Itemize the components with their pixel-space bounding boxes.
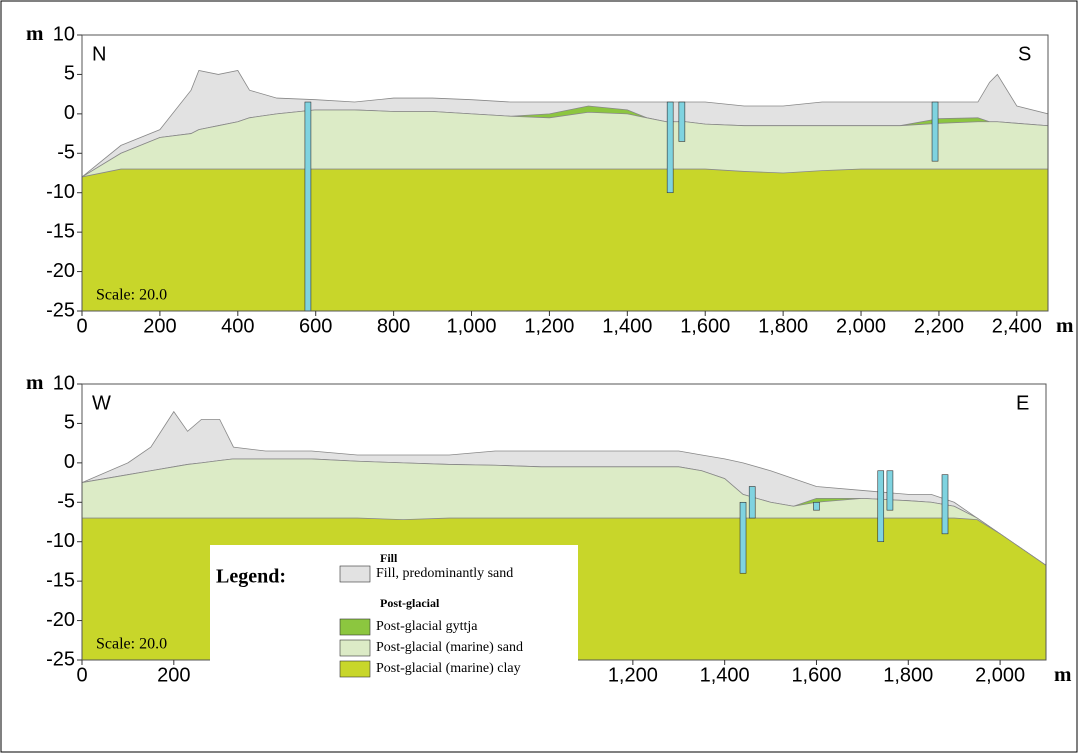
- y-tick-label: -20: [46, 260, 75, 282]
- legend-group: Fill: [380, 551, 398, 565]
- x-tick-label: 1,800: [758, 315, 808, 337]
- legend-label: Post-glacial (marine) clay: [376, 661, 521, 676]
- y-tick-label: -5: [57, 491, 75, 513]
- x-tick-label: 800: [377, 315, 410, 337]
- y-tick-label: -5: [57, 142, 75, 164]
- legend-swatch: [339, 660, 371, 678]
- x-tick-label: 1,000: [446, 315, 496, 337]
- x-tick-label: 200: [143, 315, 176, 337]
- legend-group: Post-glacial: [380, 596, 440, 610]
- borehole: [886, 470, 894, 511]
- scale-label: Scale: 20.0: [96, 287, 167, 304]
- y-tick-label: 0: [64, 451, 75, 473]
- direction-right: E: [1016, 392, 1029, 414]
- y-tick-label: 5: [64, 63, 75, 85]
- y-tick-label: 10: [53, 23, 75, 45]
- borehole: [678, 101, 686, 142]
- x-tick-label: 2,000: [975, 664, 1025, 686]
- y-tick-label: -10: [46, 530, 75, 552]
- legend-box: [210, 545, 578, 691]
- borehole: [748, 486, 756, 519]
- legend-title: Legend:: [216, 566, 286, 588]
- x-tick-label: 2,200: [914, 315, 964, 337]
- x-tick-label: 1,800: [883, 664, 933, 686]
- y-tick-label: 0: [64, 102, 75, 124]
- x-tick-label: 1,200: [608, 664, 658, 686]
- borehole: [941, 474, 949, 535]
- y-tick-label: -10: [46, 181, 75, 203]
- scale-label: Scale: 20.0: [96, 636, 167, 653]
- y-tick-label: -15: [46, 569, 75, 591]
- borehole: [931, 101, 939, 162]
- x-tick-label: 200: [157, 664, 190, 686]
- y-tick-label: -25: [46, 299, 75, 321]
- x-tick-label: 0: [76, 315, 87, 337]
- direction-right: S: [1018, 43, 1031, 65]
- borehole: [304, 101, 312, 312]
- x-tick-label: 1,200: [524, 315, 574, 337]
- y-tick-label: -25: [46, 648, 75, 670]
- legend-label: Post-glacial gyttja: [376, 619, 478, 634]
- y-unit: m: [26, 21, 44, 45]
- y-tick-label: -15: [46, 220, 75, 242]
- legend-swatch: [339, 565, 371, 583]
- x-tick-label: 1,600: [680, 315, 730, 337]
- x-tick-label: 1,400: [602, 315, 652, 337]
- plot-border: [81, 34, 1049, 312]
- borehole: [739, 501, 747, 574]
- y-tick-label: 10: [53, 372, 75, 394]
- x-tick-label: 1,600: [791, 664, 841, 686]
- x-unit: m: [1056, 313, 1074, 337]
- y-tick-label: -20: [46, 609, 75, 631]
- borehole: [877, 470, 885, 543]
- x-tick-label: 1,400: [700, 664, 750, 686]
- borehole: [666, 101, 674, 194]
- x-tick-label: 600: [299, 315, 332, 337]
- x-tick-label: 0: [76, 664, 87, 686]
- legend-swatch: [339, 618, 371, 636]
- layer-area: [81, 168, 1049, 312]
- y-tick-label: 5: [64, 412, 75, 434]
- legend: Legend: Fill Post-glacial Fill, predominant…: [210, 545, 578, 691]
- direction-left: W: [92, 392, 111, 414]
- legend-label: Fill, predominantly sand: [376, 566, 513, 581]
- direction-left: N: [92, 43, 106, 65]
- legend-swatch: [339, 639, 371, 657]
- y-unit: m: [26, 370, 44, 394]
- x-unit: m: [1054, 662, 1072, 686]
- x-tick-label: 2,400: [992, 315, 1042, 337]
- x-tick-label: 2,000: [836, 315, 886, 337]
- borehole: [813, 501, 820, 511]
- legend-label: Post-glacial (marine) sand: [376, 640, 523, 655]
- x-tick-label: 400: [221, 315, 254, 337]
